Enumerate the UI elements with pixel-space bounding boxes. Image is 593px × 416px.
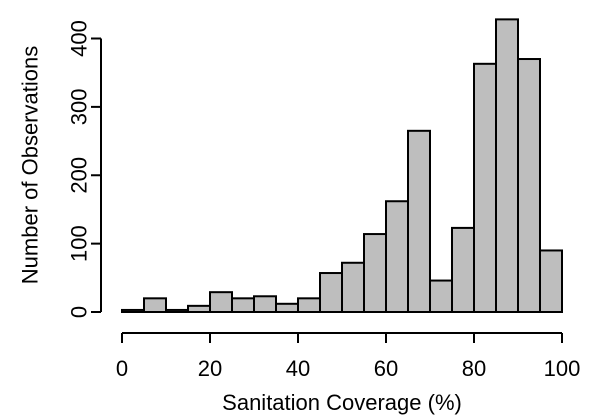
y-axis-title: Number of Observations bbox=[18, 46, 43, 284]
histogram-bar bbox=[539, 249, 563, 314]
x-tick-label: 20 bbox=[198, 356, 222, 381]
y-tick-label: 300 bbox=[67, 89, 92, 126]
histogram-bar bbox=[143, 297, 167, 314]
y-tick-label: 100 bbox=[67, 225, 92, 262]
histogram-bar bbox=[165, 308, 189, 313]
histogram-bar bbox=[473, 62, 497, 314]
histogram-bar bbox=[231, 297, 255, 314]
y-tick-label: 200 bbox=[67, 157, 92, 194]
histogram-bar bbox=[319, 272, 343, 313]
histogram-bar bbox=[517, 58, 541, 313]
histogram-bar bbox=[187, 304, 211, 313]
histogram-bars bbox=[121, 18, 563, 314]
histogram-bar bbox=[429, 279, 453, 313]
x-axis-title: Sanitation Coverage (%) bbox=[222, 390, 462, 415]
histogram-bar bbox=[275, 302, 299, 313]
histogram-bar bbox=[253, 295, 277, 313]
histogram-bar bbox=[341, 261, 365, 313]
x-tick-label: 80 bbox=[462, 356, 486, 381]
histogram-bar bbox=[363, 233, 387, 313]
histogram-bar bbox=[495, 18, 519, 314]
y-axis: 0 100 200 300 400 bbox=[67, 20, 102, 318]
x-tick-label: 100 bbox=[544, 356, 581, 381]
x-tick-label: 60 bbox=[374, 356, 398, 381]
x-axis: 0 20 40 60 80 100 bbox=[116, 332, 581, 381]
histogram-bar bbox=[121, 308, 145, 313]
y-tick-label: 0 bbox=[67, 306, 92, 318]
histogram-bar bbox=[209, 291, 233, 313]
x-tick-label: 0 bbox=[116, 356, 128, 381]
histogram-bar bbox=[407, 129, 431, 313]
histogram-bar bbox=[451, 226, 475, 313]
x-tick-label: 40 bbox=[286, 356, 310, 381]
histogram-bar bbox=[385, 200, 409, 313]
y-tick-label: 400 bbox=[67, 20, 92, 57]
histogram-bar bbox=[297, 297, 321, 314]
